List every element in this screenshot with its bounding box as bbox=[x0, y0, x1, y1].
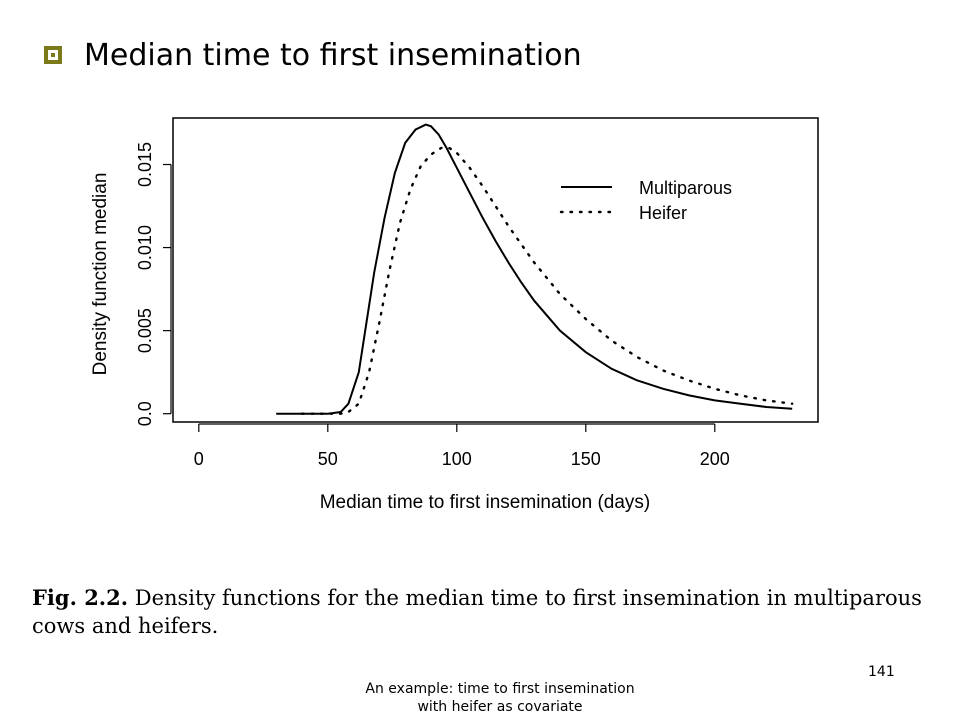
page-number: 141 bbox=[868, 664, 895, 680]
series-layer bbox=[276, 123, 794, 415]
x-tick-label: 100 bbox=[442, 449, 472, 469]
x-tick-label: 150 bbox=[571, 449, 601, 469]
density-chart: 0 50 100 150 200 0.0 0.005 0.010 0.015 Multipar… bbox=[90, 117, 819, 513]
legend: Multiparous Heifer bbox=[559, 178, 732, 223]
plot-frame bbox=[172, 117, 819, 423]
x-tick-label: 200 bbox=[700, 449, 730, 469]
x-axis-label: Median time to first insemination (days) bbox=[320, 492, 651, 513]
square-bullet-icon bbox=[44, 46, 62, 64]
footer-line-1: An example: time to first insemination bbox=[365, 681, 635, 697]
x-axis: 0 50 100 150 200 bbox=[194, 423, 730, 469]
figure-caption: Fig. 2.2. Density functions for the medi… bbox=[32, 584, 952, 640]
series-line-multiparous bbox=[276, 123, 793, 415]
caption-text: Density functions for the median time to… bbox=[32, 586, 922, 638]
y-tick-label: 0.0 bbox=[135, 401, 155, 426]
y-axis-label: Density function median bbox=[90, 173, 111, 376]
caption-fig-label: Fig. 2.2. bbox=[32, 585, 129, 610]
x-tick-label: 0 bbox=[194, 449, 204, 469]
footer-line-2: with heifer as covariate bbox=[417, 699, 583, 715]
series-line-heifer bbox=[300, 146, 794, 415]
x-tick-label: 50 bbox=[318, 449, 338, 469]
legend-label-multiparous: Multiparous bbox=[639, 178, 732, 198]
y-axis: 0.0 0.005 0.010 0.015 bbox=[135, 142, 172, 426]
y-tick-label: 0.015 bbox=[135, 142, 155, 187]
legend-label-heifer: Heifer bbox=[639, 203, 687, 223]
y-tick-label: 0.010 bbox=[135, 225, 155, 270]
slide-title: Median time to first insemination bbox=[44, 30, 582, 80]
footer: An example: time to first insemination w… bbox=[340, 680, 660, 716]
slide-title-text: Median time to first insemination bbox=[84, 37, 582, 73]
y-tick-label: 0.005 bbox=[135, 308, 155, 353]
